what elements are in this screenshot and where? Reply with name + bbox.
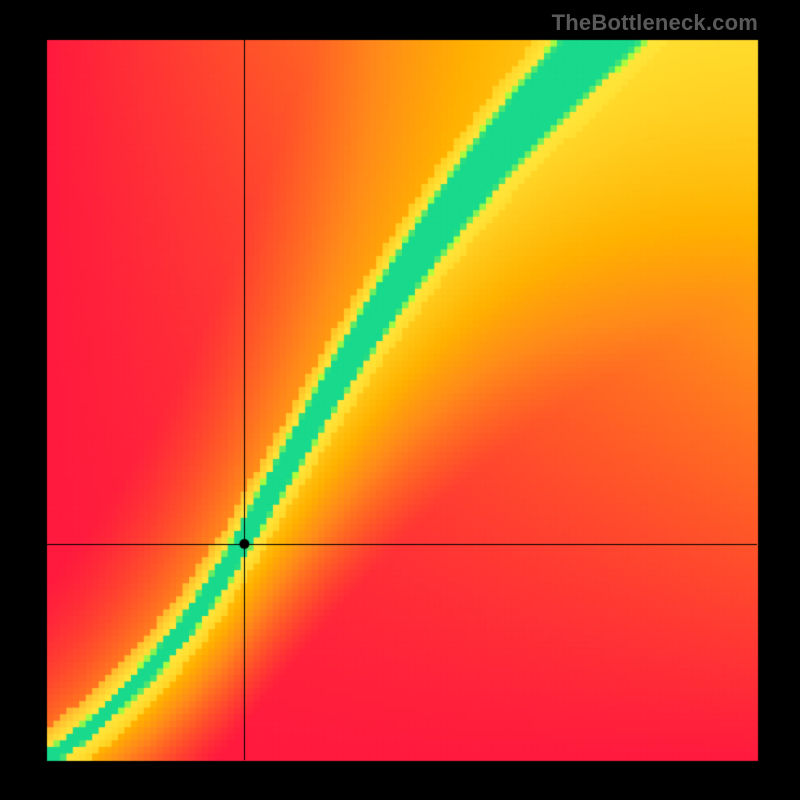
bottleneck-heatmap	[0, 0, 800, 800]
watermark-text: TheBottleneck.com	[552, 10, 758, 36]
